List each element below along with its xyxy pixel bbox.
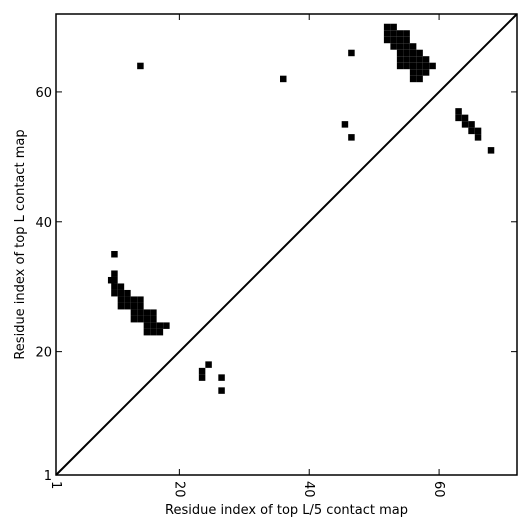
contact-cell-upper [396, 30, 404, 37]
contact-cell-lower [150, 328, 157, 336]
contact-cell-upper [416, 56, 423, 63]
contact-cell-lower [198, 374, 206, 381]
contact-cell-upper [429, 62, 436, 70]
contact-cell-upper [396, 49, 404, 57]
contact-cell-upper [474, 134, 482, 141]
contact-cell-lower [205, 361, 212, 368]
contact-cell-upper [403, 62, 410, 70]
y-tick-label: 60 [35, 86, 52, 101]
contact-cell-upper [390, 43, 397, 50]
contact-cell-upper [403, 36, 410, 44]
contact-cell-upper [409, 75, 417, 83]
contact-cell-lower [137, 315, 144, 323]
contact-cell-lower [143, 309, 151, 316]
y-axis-label: Residue index of top L contact map [13, 129, 28, 359]
y-tick-label: 20 [35, 346, 52, 361]
contact-cell-upper [455, 108, 462, 115]
contact-cell-lower [111, 289, 118, 297]
contact-cell-lower [111, 270, 118, 277]
contact-cell-upper [461, 114, 469, 122]
contact-cell-upper [468, 127, 475, 135]
contact-cell-lower [117, 289, 125, 297]
contact-cell-lower [143, 328, 151, 336]
contact-cell-lower [111, 276, 118, 284]
contact-cell-upper [422, 69, 430, 76]
contact-cell-upper [416, 75, 423, 83]
contact-cell-lower [137, 309, 144, 316]
contact-cell-lower [163, 322, 170, 329]
contact-cell-lower [156, 328, 164, 336]
contact-cell-upper [409, 43, 417, 50]
contact-cell-upper [280, 75, 287, 83]
contact-cell-lower [124, 302, 131, 310]
contact-cell-upper [383, 23, 391, 31]
contact-cell-upper [468, 121, 475, 128]
contact-cell-lower [137, 302, 144, 310]
contact-cell-upper [422, 62, 430, 70]
contact-cell-lower [218, 374, 225, 381]
contact-cell-upper [409, 56, 417, 63]
contact-cell-lower [130, 309, 138, 316]
contact-cell-lower [130, 302, 138, 310]
contact-cell-upper [396, 56, 404, 63]
contact-cell-upper [396, 43, 404, 50]
contact-cell-upper [487, 147, 495, 154]
contact-cell-upper [461, 121, 469, 128]
x-axis-label: Residue index of top L/5 contact map [165, 503, 408, 518]
contact-cell-upper [390, 23, 397, 31]
ticks: 1 20 40 60 1 20 40 60 [35, 14, 517, 498]
contact-cell-upper [383, 30, 391, 37]
x-tick-label: 20 [171, 481, 186, 498]
y-tick-label: 40 [35, 216, 52, 231]
contact-cell-upper [137, 62, 144, 70]
diagonal-line [55, 13, 518, 476]
contact-cell-lower [150, 322, 157, 329]
contact-cell-upper [383, 36, 391, 44]
x-tick-label: 40 [301, 481, 316, 498]
contact-cell-upper [341, 121, 349, 128]
contact-cell-upper [348, 49, 355, 57]
contact-cell-upper [396, 36, 404, 44]
contact-cell-upper [416, 49, 423, 57]
y-tick-label: 1 [44, 469, 52, 484]
contact-cell-lower [124, 289, 131, 297]
contact-cell-upper [409, 69, 417, 76]
contact-cell-lower [117, 302, 125, 310]
contact-cell-upper [403, 49, 410, 57]
contact-cell-upper [474, 127, 482, 135]
contact-cell-upper [403, 56, 410, 63]
contact-cell-lower [218, 387, 225, 394]
contact-cell-lower [117, 296, 125, 303]
contact-cell-upper [409, 49, 417, 57]
contact-cell-upper [403, 43, 410, 50]
contact-cell-upper [416, 62, 423, 70]
contact-cell-lower [111, 283, 118, 290]
contact-cell-lower [150, 309, 157, 316]
x-tick-label: 60 [431, 481, 446, 498]
contact-cell-upper [390, 36, 397, 44]
plot-frame [55, 13, 518, 476]
contact-cell-upper [348, 134, 355, 141]
contact-cell-lower [117, 283, 125, 290]
x-tick-label: 1 [48, 481, 63, 489]
contact-cell-upper [403, 30, 410, 37]
contact-cell-lower [150, 315, 157, 323]
contact-cell-upper [422, 56, 430, 63]
contact-cell-lower [137, 296, 144, 303]
contact-cell-upper [455, 114, 462, 122]
contact-cell-lower [124, 296, 131, 303]
contact-cell-upper [390, 30, 397, 37]
contact-cell-lower [111, 250, 118, 258]
contact-cell-lower [198, 367, 206, 375]
contact-cell-upper [416, 69, 423, 76]
contact-cell-lower [156, 322, 164, 329]
contact-cell-lower [130, 315, 138, 323]
contact-cell-lower [130, 296, 138, 303]
contact-cell-upper [396, 62, 404, 70]
contact-cells [107, 23, 495, 394]
contact-cell-upper [409, 62, 417, 70]
contact-cell-lower [143, 322, 151, 329]
contact-cell-lower [143, 315, 151, 323]
